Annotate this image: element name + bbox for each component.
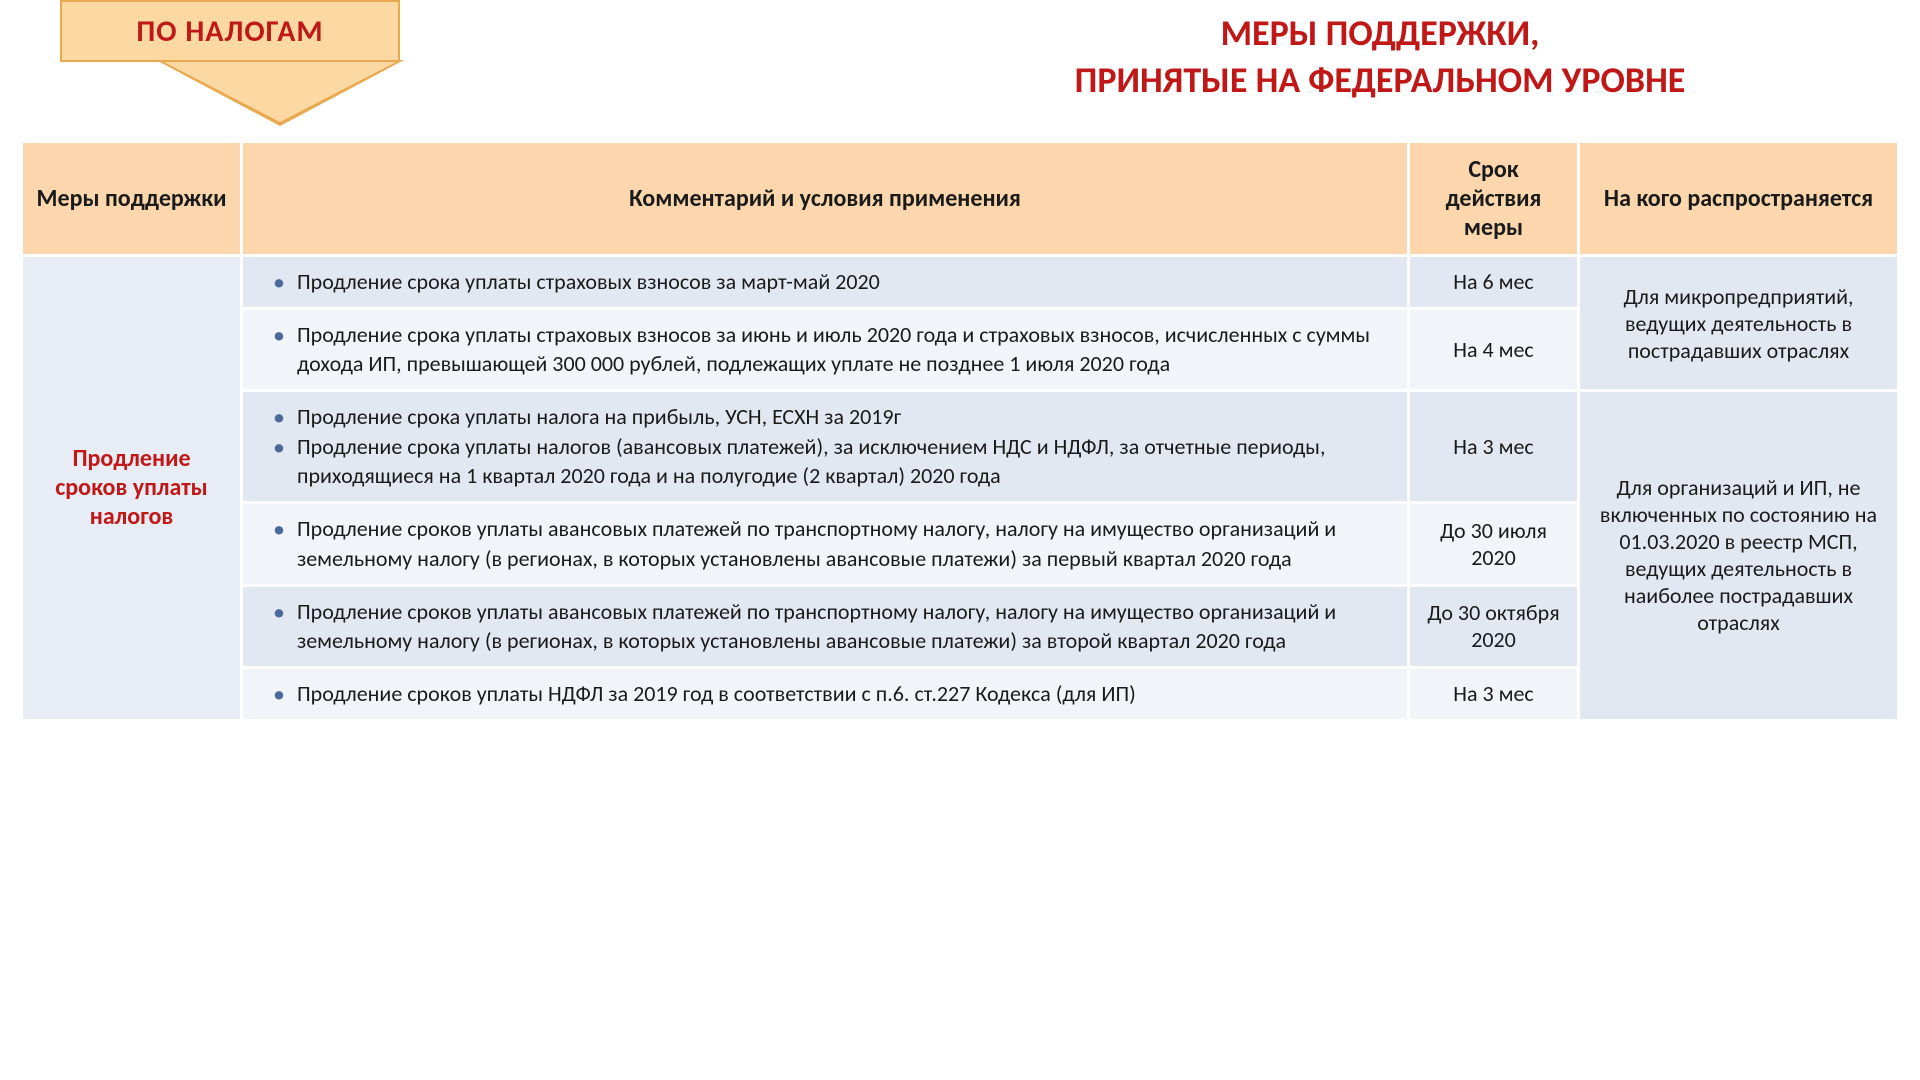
banner-label: ПО НАЛОГАМ: [136, 13, 323, 50]
page-title: МЕРЫ ПОДДЕРЖКИ, ПРИНЯТЫЕ НА ФЕДЕРАЛЬНОМ …: [880, 10, 1880, 104]
cell-who: Для организаций и ИП, не включенных по с…: [1579, 391, 1899, 721]
bullet-item: Продление сроков уплаты авансовых платеж…: [267, 514, 1393, 573]
col-header-measure: Меры поддержки: [22, 142, 242, 256]
col-header-comment: Комментарий и условия применения: [242, 142, 1409, 256]
banner-rect: ПО НАЛОГАМ: [60, 0, 400, 62]
bullet-item: Продление срока уплаты страховых взносов…: [267, 320, 1393, 379]
cell-term: До 30 июля 2020: [1409, 503, 1579, 585]
cell-comment: Продление срока уплаты страховых взносов…: [242, 308, 1409, 390]
cell-comment: Продление сроков уплаты НДФЛ за 2019 год…: [242, 667, 1409, 720]
cell-term: На 4 мес: [1409, 308, 1579, 390]
title-line-2: ПРИНЯТЫЕ НА ФЕДЕРАЛЬНОМ УРОВНЕ: [880, 57, 1880, 104]
arrow-down-icon: [160, 60, 400, 122]
bullet-item: Продление срока уплаты страховых взносов…: [267, 267, 1393, 297]
cell-comment: Продление сроков уплаты авансовых платеж…: [242, 585, 1409, 667]
title-line-1: МЕРЫ ПОДДЕРЖКИ,: [880, 10, 1880, 57]
bullet-item: Продление сроков уплаты НДФЛ за 2019 год…: [267, 679, 1393, 709]
cell-who: Для микропредприятий, ведущих деятельнос…: [1579, 256, 1899, 391]
cell-term: На 6 мес: [1409, 256, 1579, 309]
cell-term: До 30 октября 2020: [1409, 585, 1579, 667]
bullet-item: Продление срока уплаты налогов (авансовы…: [267, 432, 1393, 491]
row-category: Продление сроков уплаты налогов: [22, 256, 242, 721]
cell-comment: Продление срока уплаты налога на прибыль…: [242, 391, 1409, 503]
cell-term: На 3 мес: [1409, 391, 1579, 503]
table-row: Продление срока уплаты налога на прибыль…: [22, 391, 1899, 503]
col-header-term: Срок действия меры: [1409, 142, 1579, 256]
arrow-banner: ПО НАЛОГАМ: [60, 0, 400, 62]
bullet-item: Продление срока уплаты налога на прибыль…: [267, 402, 1393, 432]
col-header-who: На кого распространяется: [1579, 142, 1899, 256]
table-wrap: Меры поддержки Комментарий и условия при…: [20, 140, 1900, 722]
cell-comment: Продление срока уплаты страховых взносов…: [242, 256, 1409, 309]
table-row: Продление сроков уплаты налогов Продлени…: [22, 256, 1899, 309]
cell-comment: Продление сроков уплаты авансовых платеж…: [242, 503, 1409, 585]
support-table: Меры поддержки Комментарий и условия при…: [20, 140, 1900, 722]
header-area: ПО НАЛОГАМ МЕРЫ ПОДДЕРЖКИ, ПРИНЯТЫЕ НА Ф…: [0, 0, 1920, 140]
table-header-row: Меры поддержки Комментарий и условия при…: [22, 142, 1899, 256]
cell-term: На 3 мес: [1409, 667, 1579, 720]
bullet-item: Продление сроков уплаты авансовых платеж…: [267, 597, 1393, 656]
